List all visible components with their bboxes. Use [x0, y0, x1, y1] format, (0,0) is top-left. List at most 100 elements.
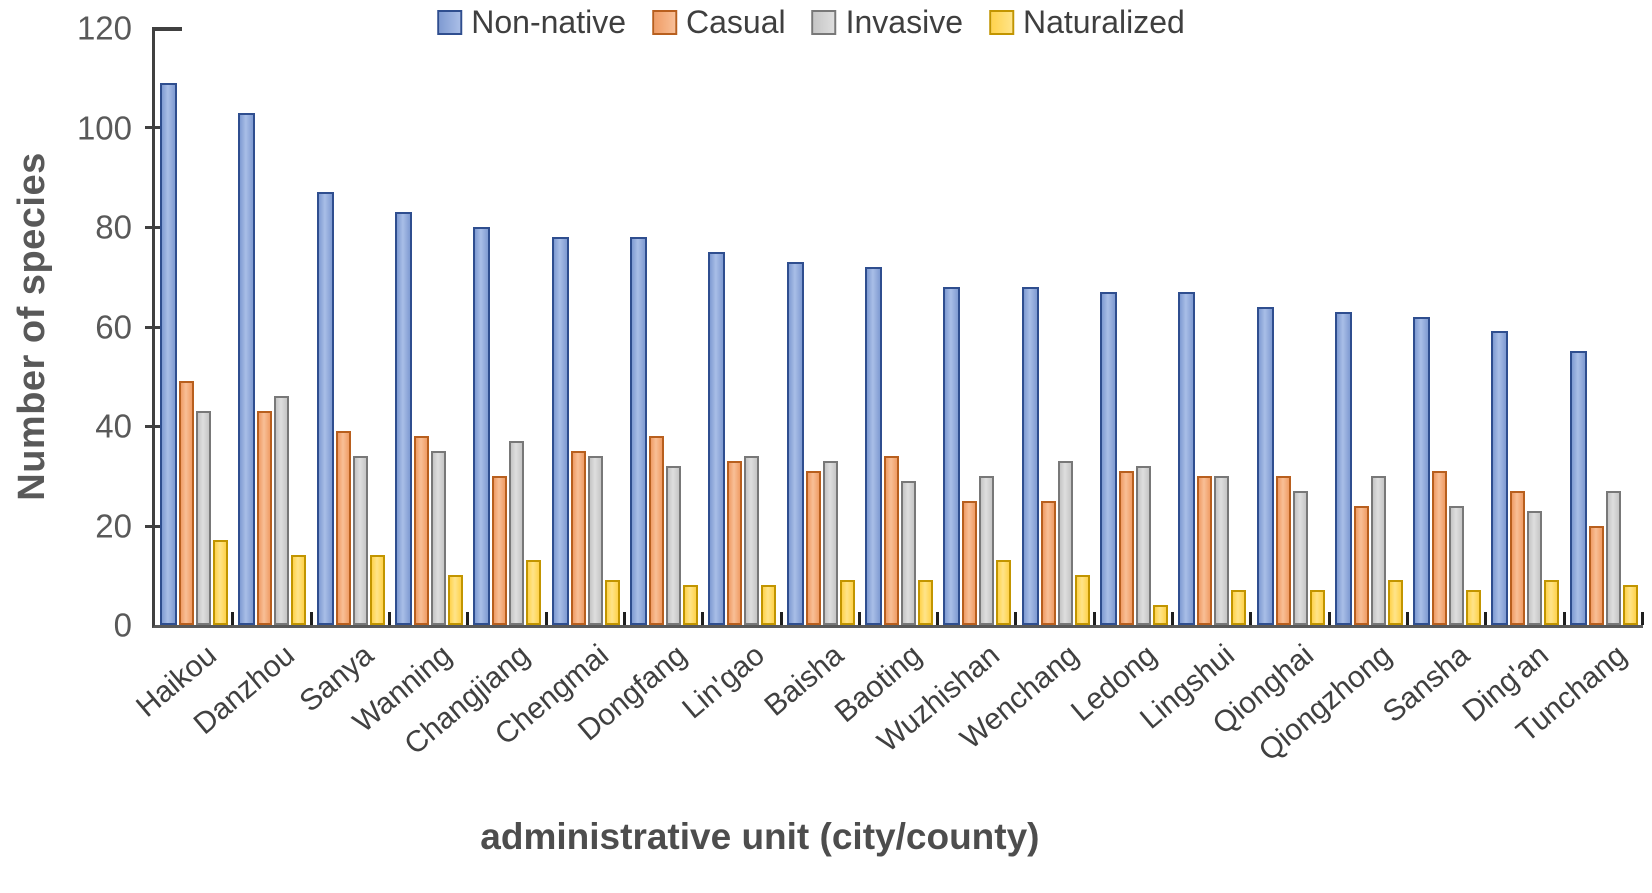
legend-item-naturalized: Naturalized: [988, 4, 1185, 40]
x-tick-mark: [1562, 612, 1566, 625]
x-tick-mark: [309, 612, 313, 625]
bar-group-sansha: [1408, 28, 1486, 625]
bar-group-baisha: [782, 28, 860, 625]
bar-casual: [883, 455, 899, 625]
y-tick-label: 120: [76, 9, 132, 47]
bar-non-native: [395, 212, 413, 625]
bar-group-changjiang: [468, 28, 546, 625]
bar-non-native: [1256, 306, 1274, 625]
bar-group-baoting: [860, 28, 938, 625]
bar-group-ding-an: [1486, 28, 1564, 625]
bar-casual: [1197, 475, 1213, 625]
bar-non-native: [551, 236, 569, 625]
chart-legend: Non-native Casual Invasive Naturalized: [437, 6, 1185, 38]
bar-invasive: [1527, 510, 1543, 625]
bar-invasive: [1605, 490, 1621, 625]
bar-naturalized: [1309, 590, 1325, 625]
bar-naturalized: [839, 580, 855, 625]
bar-invasive: [1214, 475, 1230, 625]
bar-non-native: [1491, 331, 1509, 625]
bar-casual: [1432, 470, 1448, 625]
y-tick-label: 20: [95, 507, 132, 544]
x-tick-mark: [387, 612, 391, 625]
bar-invasive: [274, 396, 290, 625]
bar-invasive: [1057, 460, 1073, 625]
bar-group-lin-gao: [703, 28, 781, 625]
bar-group-lingshui: [1173, 28, 1251, 625]
bar-non-native: [630, 236, 648, 625]
bar-naturalized: [1387, 580, 1403, 625]
bar-non-native: [473, 227, 491, 625]
bar-casual: [414, 435, 430, 625]
x-tick-mark: [1406, 612, 1410, 625]
bar-naturalized: [683, 585, 699, 625]
bar-group-sanya: [312, 28, 390, 625]
legend-swatch-non-native: [437, 9, 463, 35]
bar-casual: [1040, 500, 1056, 625]
bar-casual: [1588, 525, 1604, 625]
y-tick-mark: [152, 27, 182, 31]
y-tick-label: 60: [95, 308, 132, 345]
bar-group-qionghai: [1251, 28, 1329, 625]
x-tick-mark: [1327, 612, 1331, 625]
bar-naturalized: [1231, 590, 1247, 625]
y-axis-tick-labels: 0 20 40 60 80 100 120: [0, 12, 138, 642]
bar-invasive: [1292, 490, 1308, 625]
x-tick-mark: [544, 612, 548, 625]
bar-group-chengmai: [547, 28, 625, 625]
bar-group-qiongzhong: [1330, 28, 1408, 625]
bar-non-native: [1569, 351, 1587, 625]
bar-casual: [335, 430, 351, 625]
legend-label: Invasive: [845, 4, 963, 40]
legend-label: Casual: [685, 4, 786, 40]
y-tick-label: 80: [95, 208, 132, 246]
legend-item-invasive: Invasive: [811, 4, 963, 40]
bar-non-native: [1413, 316, 1431, 625]
bar-invasive: [1449, 505, 1465, 625]
x-tick-mark: [1484, 612, 1488, 625]
bar-non-native: [238, 112, 256, 625]
bar-invasive: [822, 460, 838, 625]
bar-casual: [962, 500, 978, 625]
legend-item-non-native: Non-native: [437, 6, 626, 38]
y-tick-label: 40: [95, 407, 132, 445]
x-axis-category-labels: Haikou Danzhou Sanya Wanning Changjiang Cheng…: [130, 638, 1640, 820]
bar-casual: [1353, 505, 1369, 625]
bar-non-native: [786, 261, 804, 625]
bar-naturalized: [213, 540, 229, 625]
legend-swatch-invasive: [811, 9, 837, 35]
bar-invasive: [587, 455, 603, 625]
y-tick-mark: [145, 325, 162, 329]
x-tick-mark: [1171, 612, 1175, 625]
x-tick-mark: [1092, 612, 1096, 625]
bar-casual: [179, 381, 195, 625]
bar-casual: [257, 411, 273, 625]
bar-invasive: [1135, 465, 1151, 625]
y-tick-label: 100: [76, 109, 132, 146]
x-tick-mark: [466, 612, 470, 625]
bar-casual: [1275, 475, 1291, 625]
x-label-lin-gao: Lin'gao: [676, 638, 772, 726]
y-tick-mark: [145, 225, 162, 229]
bar-group-haikou: [155, 28, 233, 625]
x-tick-mark: [1641, 612, 1644, 625]
bar-casual: [805, 470, 821, 625]
y-tick-mark: [145, 126, 162, 130]
x-tick-mark: [857, 612, 861, 625]
bar-invasive: [666, 465, 682, 625]
bar-group-ledong: [1095, 28, 1173, 625]
bar-casual: [727, 460, 743, 625]
bar-naturalized: [1622, 585, 1638, 625]
legend-label: Naturalized: [1022, 4, 1185, 40]
x-axis-title: administrative unit (city/county): [480, 816, 1040, 857]
bar-naturalized: [761, 585, 777, 625]
bar-naturalized: [369, 555, 385, 625]
x-tick-mark: [622, 612, 626, 625]
bar-group-wuzhishan: [938, 28, 1016, 625]
bar-non-native: [1178, 291, 1196, 625]
bar-group-wenchang: [1016, 28, 1094, 625]
legend-swatch-naturalized: [988, 9, 1014, 35]
bar-group-tunchang: [1565, 28, 1643, 625]
bar-naturalized: [1544, 580, 1560, 625]
